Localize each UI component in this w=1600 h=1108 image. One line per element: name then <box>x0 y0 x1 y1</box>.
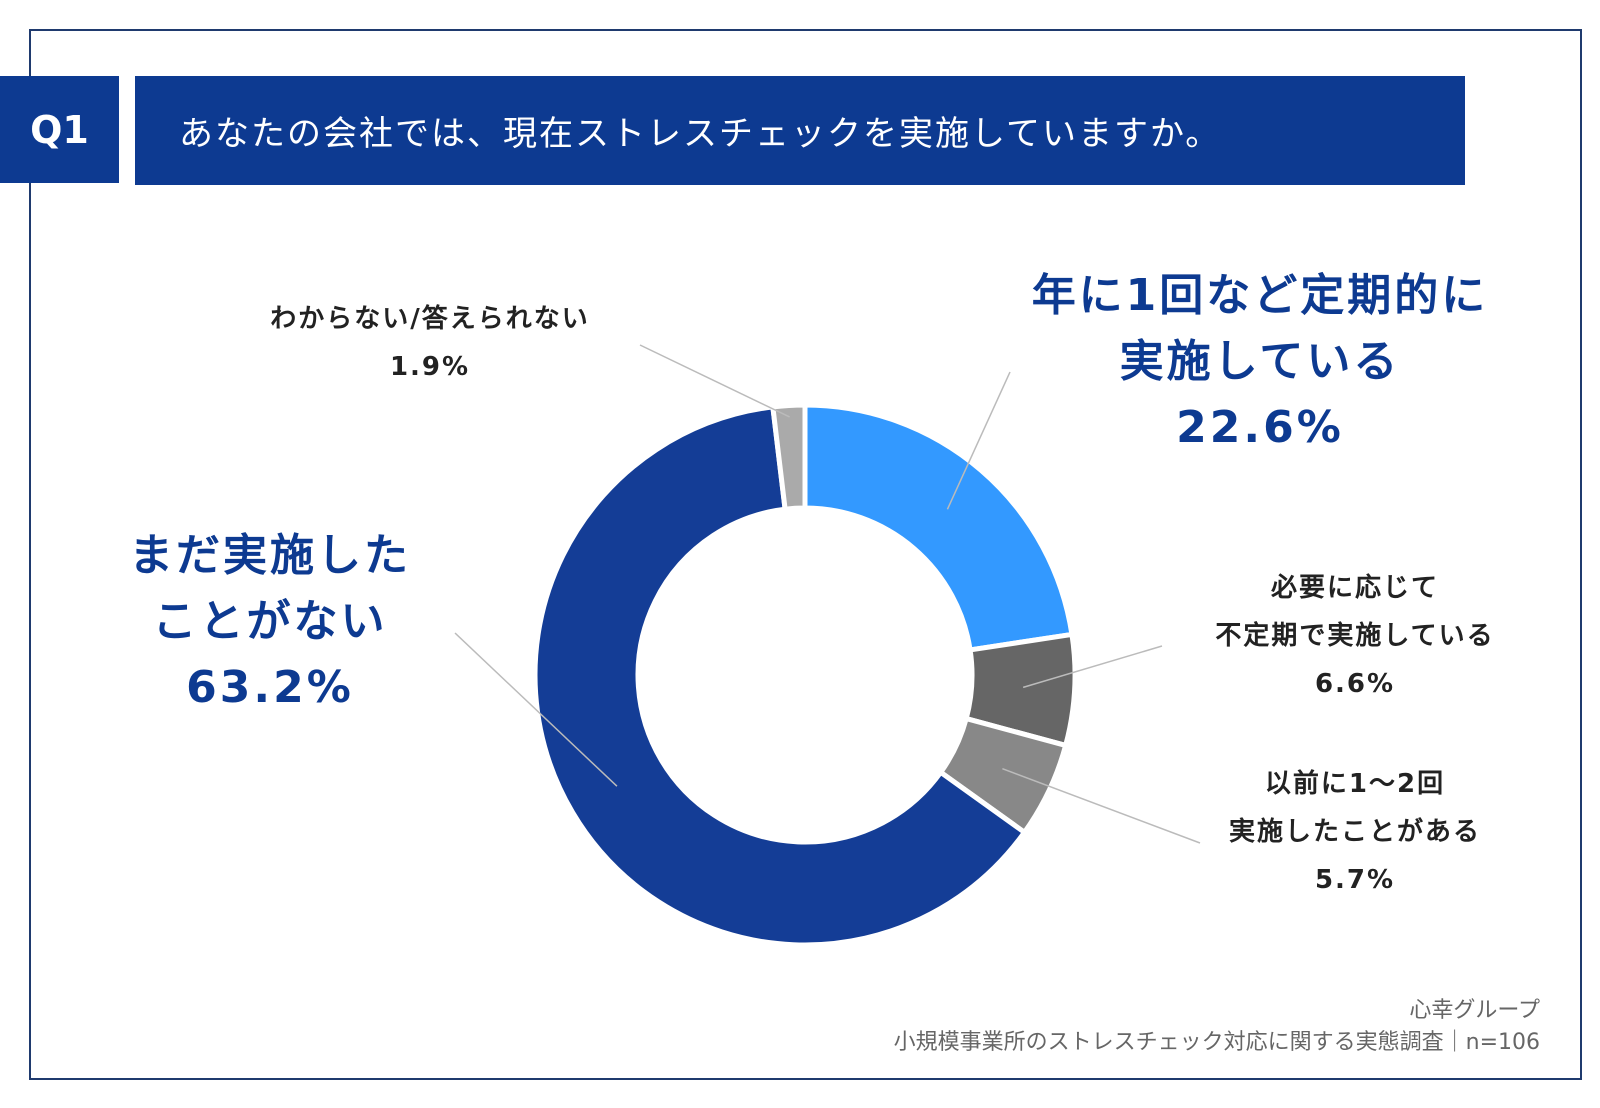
slice-value-never: 63.2% <box>186 662 354 713</box>
slice-label-unknown: わからない/答えられない 1.9% <box>240 295 620 391</box>
slice-label-regular-line2: 実施している <box>1119 336 1401 387</box>
source-survey: 小規模事業所のストレスチェック対応に関する実態調査｜n=106 <box>893 1030 1540 1055</box>
slice-label-irregular-line2: 不定期で実施している <box>1215 621 1495 651</box>
slice-value-irregular: 6.6% <box>1314 669 1396 699</box>
slice-regular <box>802 402 1075 653</box>
slice-label-never-line1: まだ実施した <box>129 530 411 581</box>
slice-label-past: 以前に1〜2回 実施したことがある 5.7% <box>1185 760 1525 904</box>
slice-label-past-line2: 実施したことがある <box>1228 817 1481 847</box>
source-note: 心幸グループ 小規模事業所のストレスチェック対応に関する実態調査｜n=106 <box>894 995 1540 1059</box>
question-number-badge: Q1 <box>0 76 119 183</box>
leader-unknown <box>639 344 790 418</box>
slice-label-never: まだ実施した ことがない 63.2% <box>100 523 440 721</box>
slice-never <box>532 404 1028 948</box>
slice-label-unknown-line1: わからない/答えられない <box>270 304 590 334</box>
source-org: 心幸グループ <box>1409 998 1540 1023</box>
leader-never <box>454 632 618 787</box>
slice-unknown <box>770 402 808 512</box>
slice-value-past: 5.7% <box>1314 865 1396 895</box>
leader-irregular <box>1022 645 1163 689</box>
slice-value-unknown: 1.9% <box>389 352 471 382</box>
slice-label-regular-line1: 年に1回など定期的に <box>1031 270 1489 321</box>
slice-label-past-line1: 以前に1〜2回 <box>1264 769 1446 799</box>
slice-label-never-line2: ことがない <box>152 596 388 647</box>
slice-label-regular: 年に1回など定期的に 実施している 22.6% <box>1015 263 1505 461</box>
leader-regular <box>946 371 1011 510</box>
chart-frame <box>29 29 1582 1080</box>
leader-past <box>1002 767 1201 844</box>
slice-label-irregular: 必要に応じて 不定期で実施している 6.6% <box>1155 564 1555 708</box>
question-title: あなたの会社では、現在ストレスチェックを実施していますか。 <box>135 76 1465 185</box>
slice-label-irregular-line1: 必要に応じて <box>1270 573 1439 603</box>
slice-value-regular: 22.6% <box>1176 402 1344 453</box>
